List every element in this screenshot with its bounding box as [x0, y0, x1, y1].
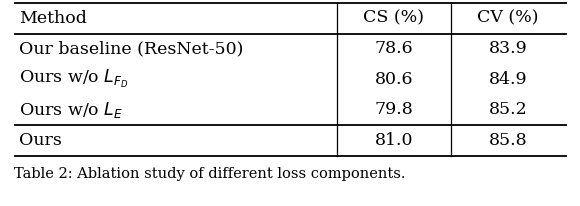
Text: Our baseline (ResNet-50): Our baseline (ResNet-50)	[19, 40, 243, 57]
Text: 84.9: 84.9	[488, 71, 527, 88]
Text: 83.9: 83.9	[488, 40, 527, 57]
Text: CV (%): CV (%)	[477, 10, 539, 27]
Text: Ours w/o $L_E$: Ours w/o $L_E$	[19, 100, 123, 120]
Text: 85.2: 85.2	[488, 101, 527, 118]
Text: Table 2: Ablation study of different loss components.: Table 2: Ablation study of different los…	[14, 167, 406, 181]
Text: 85.8: 85.8	[488, 132, 527, 149]
Text: 78.6: 78.6	[375, 40, 413, 57]
Text: Method: Method	[19, 10, 87, 27]
Text: Ours: Ours	[19, 132, 62, 149]
Text: 81.0: 81.0	[375, 132, 413, 149]
Text: Ours w/o $L_{F_D}$: Ours w/o $L_{F_D}$	[19, 68, 129, 90]
Text: CS (%): CS (%)	[363, 10, 425, 27]
Text: 79.8: 79.8	[375, 101, 413, 118]
Text: 80.6: 80.6	[375, 71, 413, 88]
